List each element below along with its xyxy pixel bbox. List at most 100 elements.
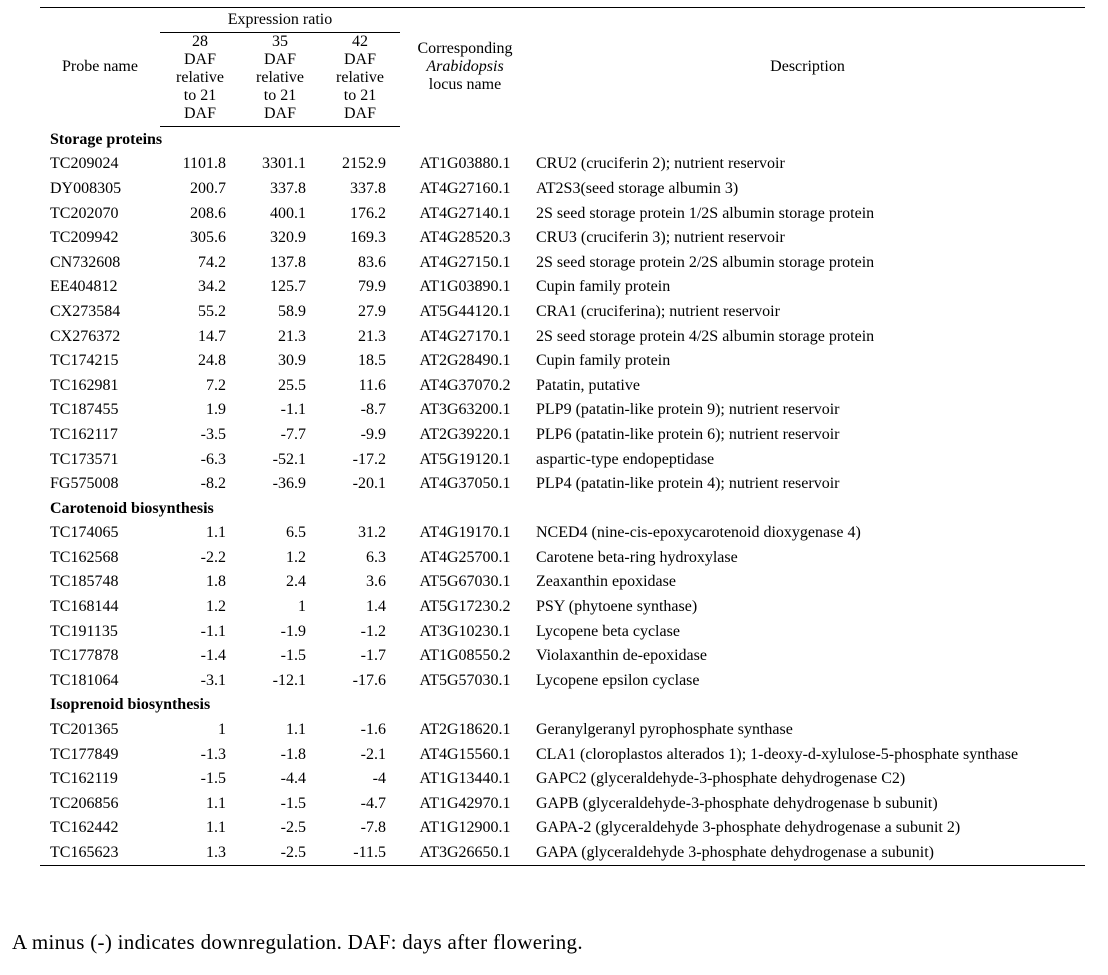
ratio-cell: -9.9 (360, 425, 386, 443)
locus-cell: AT4G37070.2 (419, 376, 511, 394)
ratio-cell: 2152.9 (342, 155, 386, 173)
probe-cell: TC165623 (50, 844, 119, 862)
locus-cell: AT4G37050.1 (419, 475, 511, 493)
description-cell: CRU2 (cruciferin 2); nutrient reservoir (536, 155, 785, 173)
locus-cell: AT2G28490.1 (419, 352, 511, 370)
header-line: DAF (183, 105, 216, 122)
ratio-cell: 55.2 (198, 302, 226, 320)
locus-cell: AT2G18620.1 (419, 721, 511, 739)
data-row: TC177849 -1.3 -1.8 -2.1 AT4G15560.1 CLA1 (clo… (40, 742, 1085, 767)
locus-cell: AT2G39220.1 (419, 425, 511, 443)
locus-cell: AT4G27140.1 (419, 204, 511, 222)
data-row: TC202070 208.6 400.1 176.2 AT4G27140.1 2S see… (40, 201, 1085, 226)
probe-cell: CX273584 (50, 302, 121, 320)
header-line: 42 (352, 33, 368, 50)
ratio-cell: 3301.1 (262, 155, 306, 173)
description-cell: NCED4 (nine-cis-epoxycarotenoid dioxygen… (536, 524, 861, 542)
ratio-cell: -8.2 (200, 475, 226, 493)
ratio-cell: 337.8 (350, 179, 386, 197)
ratio-cell: -1.1 (200, 622, 226, 640)
probe-cell: TC168144 (50, 598, 119, 616)
data-row: TC162981 7.2 25.5 11.6 AT4G37070.2 Patatin, p… (40, 373, 1085, 398)
locus-cell: AT5G57030.1 (419, 671, 511, 689)
section-title: Storage proteins (50, 130, 163, 148)
probe-cell: TC181064 (50, 671, 119, 689)
header-line: relative (336, 69, 384, 86)
data-table: Probe name Expression ratio Correspondin… (40, 7, 1085, 866)
data-row: TC177878 -1.4 -1.5 -1.7 AT1G08550.2 Violaxant… (40, 643, 1085, 668)
data-row: CX273584 55.2 58.9 27.9 AT5G44120.1 CRA1 (cru… (40, 299, 1085, 324)
ratio-cell: -1.8 (280, 745, 306, 763)
description-cell: Cupin family protein (536, 278, 671, 296)
probe-cell: TC185748 (50, 573, 119, 591)
ratio-cell: 1.1 (206, 819, 226, 837)
locus-cell: AT3G26650.1 (419, 844, 511, 862)
ratio-cell: 24.8 (198, 352, 226, 370)
header-line: to 21 (263, 87, 297, 104)
ratio-header: 28 DAF relative to 21 DAF (160, 32, 240, 127)
ratio-cell: 2.4 (286, 573, 306, 591)
description-cell: CRU3 (cruciferin 3); nutrient reservoir (536, 229, 785, 247)
ratio-cell: 6.5 (286, 524, 306, 542)
ratio-cell: 21.3 (278, 327, 306, 345)
ratio-cell: 1 (218, 721, 226, 739)
probe-cell: TC191135 (50, 622, 118, 640)
description-cell: 2S seed storage protein 2/2S albumin sto… (536, 253, 875, 271)
ratio-cell: 1.3 (206, 844, 226, 862)
ratio-cell: -1.3 (200, 745, 226, 763)
ratio-cell: -2.5 (280, 819, 306, 837)
ratio-cell: -4 (372, 770, 386, 788)
ratio-cell: -11.5 (353, 844, 386, 862)
locus-cell: AT1G08550.2 (419, 647, 511, 665)
ratio-cell: 1.1 (206, 524, 226, 542)
group-header: Expression ratio (160, 7, 400, 33)
footnote: A minus (-) indicates downregulation. DA… (12, 930, 583, 954)
probe-cell: TC162981 (50, 376, 119, 394)
description-cell: PLP6 (patatin-like protein 6); nutrient … (536, 425, 840, 443)
ratio-cell: 337.8 (270, 179, 306, 197)
data-row: TC201365 1 1.1 -1.6 AT2G18620.1 Geranylgerany… (40, 717, 1085, 742)
ratio-cell: 200.7 (190, 179, 226, 197)
header-line: to 21 (183, 87, 217, 104)
description-cell: CLA1 (cloroplastos alterados 1); 1-deoxy… (536, 745, 1019, 763)
data-row: TC174065 1.1 6.5 31.2 AT4G19170.1 NCED4 (nine… (40, 521, 1085, 546)
probe-cell: TC209942 (50, 229, 119, 247)
ratio-cell: 34.2 (198, 278, 226, 296)
header-line: locus name (428, 76, 502, 94)
ratio-cell: -1.5 (280, 794, 306, 812)
locus-cell: AT1G03880.1 (419, 155, 511, 173)
probe-cell: CX276372 (50, 327, 121, 345)
description-cell: GAPA (glyceraldehyde 3-phosphate dehydro… (536, 844, 934, 862)
locus-cell: AT4G19170.1 (419, 524, 511, 542)
probe-cell: EE404812 (50, 278, 118, 296)
ratio-cell: 1.1 (286, 721, 306, 739)
data-row: TC165623 1.3 -2.5 -11.5 AT3G26650.1 GAPA (gly… (40, 840, 1085, 865)
data-row: FG575008 -8.2 -36.9 -20.1 AT4G37050.1 PLP4 (p… (40, 471, 1085, 496)
ratio-cell: 74.2 (198, 253, 226, 271)
locus-cell: AT1G42970.1 (419, 794, 511, 812)
ratio-cell: -4.4 (280, 770, 306, 788)
ratio-cell: 7.2 (206, 376, 226, 394)
ratio-cell: -3.5 (200, 425, 226, 443)
ratio-cell: 137.8 (270, 253, 306, 271)
ratio-cell: 25.5 (278, 376, 306, 394)
locus-cell: AT1G12900.1 (419, 819, 511, 837)
probe-cell: TC177849 (50, 745, 119, 763)
probe-cell: TC187455 (50, 401, 119, 419)
description-cell: Violaxanthin de-epoxidase (536, 647, 707, 665)
ratio-cell: -36.9 (272, 475, 306, 493)
ratio-cell: -1.9 (280, 622, 306, 640)
locus-cell: AT5G19120.1 (419, 450, 511, 468)
ratio-cell: 83.6 (358, 253, 386, 271)
header-line: relative (256, 69, 304, 86)
data-row: TC209024 1101.8 3301.1 2152.9 AT1G03880.1 CRU… (40, 152, 1085, 177)
ratio-cell: -17.6 (352, 671, 386, 689)
description-cell: Zeaxanthin epoxidase (536, 573, 676, 591)
probe-cell: TC174215 (50, 352, 119, 370)
ratio-cell: 1.8 (206, 573, 226, 591)
table-body: Storage proteins TC209024 1101.8 3301.1 2152… (40, 127, 1085, 866)
locus-cell: AT5G44120.1 (419, 302, 511, 320)
locus-cell: AT4G27160.1 (419, 179, 511, 197)
data-row: DY008305 200.7 337.8 337.8 AT4G27160.1 AT2S3(… (40, 176, 1085, 201)
locus-cell: AT4G28520.3 (419, 229, 511, 247)
